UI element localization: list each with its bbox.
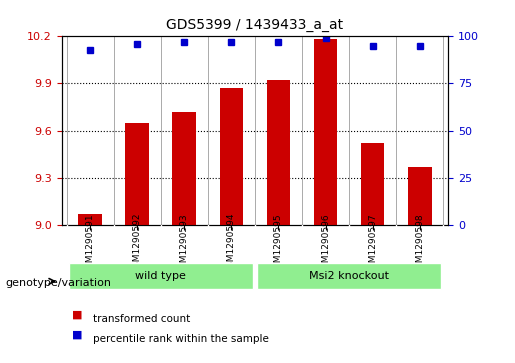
Bar [408, 167, 432, 225]
Text: ■: ■ [72, 330, 82, 340]
FancyBboxPatch shape [69, 263, 252, 289]
Bar [219, 88, 243, 225]
Bar [314, 40, 337, 225]
Text: GSM1290591: GSM1290591 [85, 213, 95, 274]
Bar [267, 80, 290, 225]
Bar [125, 123, 149, 225]
Text: GSM1290595: GSM1290595 [274, 213, 283, 274]
Text: GSM1290598: GSM1290598 [415, 213, 424, 274]
Text: percentile rank within the sample: percentile rank within the sample [93, 334, 269, 344]
Bar [78, 214, 102, 225]
Text: GSM1290597: GSM1290597 [368, 213, 377, 274]
Text: Msi2 knockout: Msi2 knockout [309, 271, 389, 281]
Bar [173, 112, 196, 225]
Text: transformed count: transformed count [93, 314, 190, 325]
Text: GSM1290596: GSM1290596 [321, 213, 330, 274]
Text: GSM1290592: GSM1290592 [133, 213, 142, 273]
Text: ■: ■ [72, 310, 82, 320]
Text: genotype/variation: genotype/variation [5, 278, 111, 288]
Text: wild type: wild type [135, 271, 186, 281]
Title: GDS5399 / 1439433_a_at: GDS5399 / 1439433_a_at [166, 19, 344, 33]
Text: GSM1290593: GSM1290593 [180, 213, 189, 274]
Bar [361, 143, 385, 225]
Text: GSM1290594: GSM1290594 [227, 213, 236, 273]
FancyBboxPatch shape [258, 263, 441, 289]
